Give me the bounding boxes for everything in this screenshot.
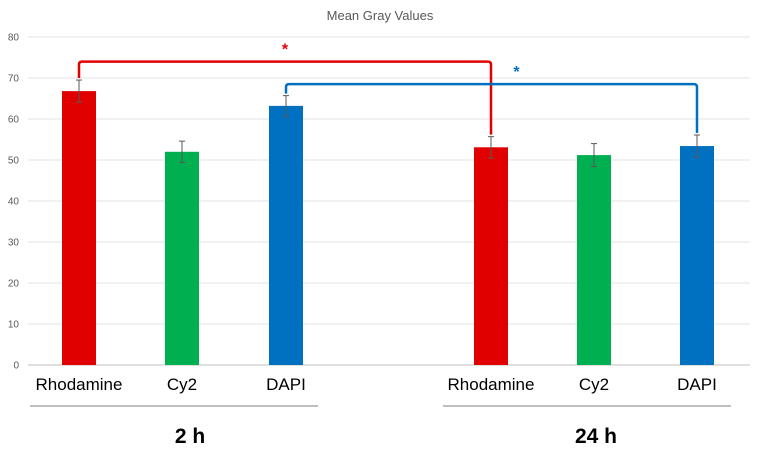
y-tick-label-40: 40 xyxy=(8,197,20,208)
bar-24h-dapi xyxy=(680,146,714,365)
error-bar-2h-rhodamine xyxy=(76,79,82,103)
bar-2h-cy2 xyxy=(165,151,199,365)
chart-title: Mean Gray Values xyxy=(327,8,434,23)
bar-2h-dapi xyxy=(269,105,303,365)
bar-24h-cy2 xyxy=(577,155,611,365)
category-labels: Rhodamine Cy2 DAPI Rhodamine Cy2 DAPI xyxy=(36,375,717,394)
y-tick-label-80: 80 xyxy=(8,33,20,44)
y-tick-label-50: 50 xyxy=(8,156,20,167)
category-label-2h-dapi: DAPI xyxy=(266,375,306,394)
group-label-24h: 24 h xyxy=(575,425,617,448)
error-bar-24h-dapi xyxy=(694,134,700,158)
category-label-24h-cy2: Cy2 xyxy=(579,375,609,394)
bars xyxy=(62,91,714,366)
y-tick-label-20: 20 xyxy=(8,279,20,290)
significance-brackets: ** xyxy=(77,42,699,135)
group-labels: 2 h 24 h xyxy=(30,405,731,448)
significance-bracket-1 xyxy=(77,60,493,135)
y-tick-label-70: 70 xyxy=(8,74,20,85)
gridlines xyxy=(28,36,750,366)
y-tick-label-60: 60 xyxy=(8,115,20,126)
group-label-2h: 2 h xyxy=(175,425,205,448)
error-bars xyxy=(76,79,700,168)
y-tick-label-10: 10 xyxy=(8,320,20,331)
error-bar-24h-cy2 xyxy=(591,143,597,168)
significance-star-2: * xyxy=(513,64,520,81)
category-label-2h-cy2: Cy2 xyxy=(167,375,197,394)
error-bar-2h-dapi xyxy=(283,95,289,117)
significance-bracket-2 xyxy=(284,82,699,133)
error-bar-2h-cy2 xyxy=(179,140,185,163)
y-tick-label-0: 0 xyxy=(13,361,19,372)
bar-2h-rhodamine xyxy=(62,91,96,366)
bar-24h-rhodamine xyxy=(474,147,508,365)
category-label-24h-rhodamine: Rhodamine xyxy=(448,375,535,394)
error-bar-24h-rhodamine xyxy=(488,136,494,159)
y-tick-label-30: 30 xyxy=(8,238,20,249)
significance-star-1: * xyxy=(282,42,289,59)
y-axis-ticks: 0 10 20 30 40 50 60 70 80 xyxy=(8,33,20,372)
category-label-2h-rhodamine: Rhodamine xyxy=(36,375,123,394)
category-label-24h-dapi: DAPI xyxy=(677,375,717,394)
